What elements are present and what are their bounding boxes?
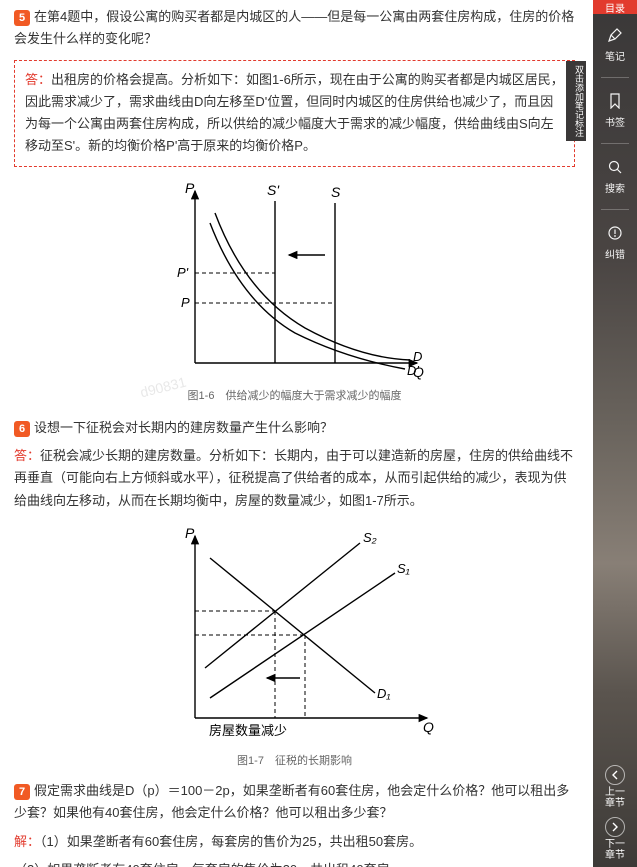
pencil-icon	[606, 26, 624, 44]
q6-answer: 征税会减少长期的建房数量。分析如下：长期内，由于可以建造新的房屋，住房的供给曲线…	[14, 448, 573, 507]
q7-badge: 7	[14, 784, 30, 800]
svg-text:P': P'	[177, 265, 189, 280]
answer-box-q5: 双击添加笔记标注 答：出租房的价格会提高。分析如下：如图1-6所示，现在由于公寓…	[14, 60, 575, 166]
svg-text:S: S	[331, 184, 341, 200]
sidebar-item-label: 笔记	[605, 48, 625, 63]
q7-solution-1: 解：（1）如果垄断者有60套住房，每套房的售价为25，共出租50套房。	[14, 831, 575, 853]
sidebar-item-label: 纠错	[605, 246, 625, 261]
question-5: 5在第4题中，假设公寓的购买者都是内城区的人——但是每一公寓由两套住房构成，住房…	[14, 6, 575, 50]
divider	[601, 77, 629, 78]
q7-solution-2: （2）如果垄断者有40套住房，每套房的售价为30，共出租40套房。	[14, 859, 575, 867]
answer-label: 答：	[14, 448, 40, 463]
q6-text: 设想一下征税会对长期内的建房数量产生什么影响？	[34, 420, 333, 435]
svg-text:D: D	[413, 349, 422, 364]
solution-label: 解：	[14, 834, 40, 849]
question-7: 7假定需求曲线是D（p）＝100－2p，如果垄断者有60套住房，他会定什么价格？…	[14, 780, 575, 824]
svg-text:D₁: D₁	[377, 686, 391, 701]
answer-label: 答：	[25, 72, 51, 87]
sidebar-item-label: 搜索	[605, 180, 625, 195]
divider	[601, 209, 629, 210]
content-area: 5在第4题中，假设公寓的购买者都是内城区的人——但是每一公寓由两套住房构成，住房…	[0, 0, 593, 867]
figure-1-6-caption: 图1-6 供给减少的幅度大于需求减少的幅度	[14, 387, 575, 406]
sidebar-item-error[interactable]: 纠错	[605, 212, 625, 273]
figure-1-6-svg: P Q S S' D D' P' P	[155, 173, 435, 383]
sidebar-item-label: 书签	[605, 114, 625, 129]
figure-1-6: P Q S S' D D' P' P 图1-6 供给减少的幅度大	[14, 173, 575, 406]
prev-label: 上一章节	[603, 787, 627, 809]
svg-text:S₂: S₂	[363, 530, 377, 545]
figure-1-7-svg: P Q S₁ S₂ D₁ 房屋数量减少	[145, 518, 445, 748]
svg-text:Q: Q	[423, 719, 434, 735]
sidebar-top-tab[interactable]: 目录	[593, 0, 637, 14]
question-6: 6 设想一下征税会对长期内的建房数量产生什么影响？	[14, 417, 575, 439]
divider	[601, 143, 629, 144]
svg-text:D': D'	[407, 363, 419, 378]
figure-1-7: P Q S₁ S₂ D₁ 房屋数量减少 图1-7 征税的长期影响	[14, 518, 575, 771]
q5-answer: 出租房的价格会提高。分析如下：如图1-6所示，现在由于公寓的购买者都是内城区居民…	[25, 72, 564, 153]
sidebar: 目录 笔记 书签 搜索 纠错 上一章节 下一章节	[593, 0, 637, 867]
svg-text:S': S'	[267, 182, 280, 198]
sidebar-nav: 上一章节 下一章节	[603, 765, 627, 867]
prev-chapter-button[interactable]: 上一章节	[603, 765, 627, 809]
q5-text: 在第4题中，假设公寓的购买者都是内城区的人——但是每一公寓由两套住房构成，住房的…	[14, 9, 574, 46]
svg-text:P: P	[185, 525, 195, 541]
annotation-tag[interactable]: 双击添加笔记标注	[566, 61, 586, 141]
arrow-left-icon	[605, 765, 625, 785]
q6-answer-p: 答：征税会减少长期的建房数量。分析如下：长期内，由于可以建造新的房屋，住房的供给…	[14, 445, 575, 511]
svg-text:房屋数量减少: 房屋数量减少	[209, 723, 287, 738]
sidebar-item-search[interactable]: 搜索	[605, 146, 625, 207]
next-label: 下一章节	[603, 839, 627, 861]
figure-1-7-caption: 图1-7 征税的长期影响	[14, 752, 575, 771]
svg-text:S₁: S₁	[397, 561, 410, 576]
arrow-right-icon	[605, 817, 625, 837]
bookmark-icon	[606, 92, 624, 110]
sidebar-item-note[interactable]: 笔记	[605, 14, 625, 75]
q6-badge: 6	[14, 421, 30, 437]
next-chapter-button[interactable]: 下一章节	[603, 817, 627, 861]
svg-text:P: P	[181, 295, 190, 310]
svg-text:P: P	[185, 180, 195, 196]
q5-badge: 5	[14, 10, 30, 26]
search-icon	[606, 158, 624, 176]
alert-icon	[606, 224, 624, 242]
sidebar-item-bookmark[interactable]: 书签	[605, 80, 625, 141]
q7-text: 假定需求曲线是D（p）＝100－2p，如果垄断者有60套住房，他会定什么价格？他…	[14, 783, 569, 820]
